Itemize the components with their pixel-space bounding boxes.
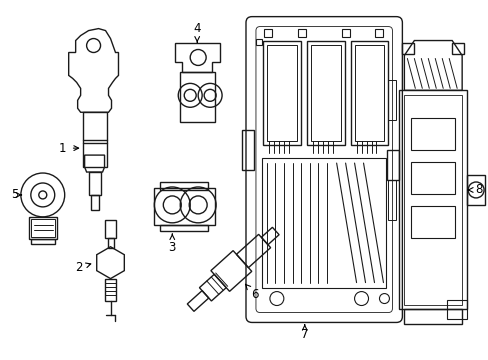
Bar	[255, 39, 262, 45]
Bar	[297, 28, 305, 37]
Bar	[263, 41, 300, 145]
Text: 6: 6	[245, 284, 258, 301]
Bar	[306, 41, 344, 145]
Text: 3: 3	[168, 234, 176, 254]
Bar	[399, 90, 466, 310]
Bar	[354, 45, 384, 141]
Bar	[404, 310, 461, 324]
Bar	[262, 158, 386, 288]
Bar	[387, 180, 396, 220]
Text: 7: 7	[301, 325, 308, 341]
Bar	[466, 175, 484, 205]
Bar	[31, 239, 55, 244]
Bar	[410, 118, 454, 150]
Bar	[107, 238, 113, 248]
Bar	[180, 72, 215, 122]
Bar	[410, 206, 454, 238]
Bar	[447, 300, 466, 319]
Bar	[350, 41, 387, 145]
Bar	[404, 95, 461, 305]
Bar	[386, 150, 399, 180]
Bar	[160, 225, 208, 231]
Bar	[310, 45, 340, 141]
Bar	[160, 182, 208, 190]
Bar	[402, 42, 413, 54]
Text: 8: 8	[467, 184, 482, 197]
Bar	[451, 42, 463, 54]
Bar	[104, 220, 116, 238]
Bar	[242, 130, 253, 170]
Bar	[82, 112, 106, 167]
Text: 5: 5	[11, 188, 21, 202]
Text: 1: 1	[59, 141, 79, 155]
Bar	[410, 162, 454, 194]
Bar	[341, 28, 349, 37]
Bar	[264, 28, 271, 37]
Bar	[31, 219, 55, 237]
Bar	[375, 28, 383, 37]
Bar	[29, 217, 57, 239]
Bar	[266, 45, 296, 141]
Bar	[387, 80, 396, 120]
Text: 2: 2	[75, 261, 91, 274]
Text: 4: 4	[193, 22, 201, 42]
Bar	[104, 279, 116, 301]
